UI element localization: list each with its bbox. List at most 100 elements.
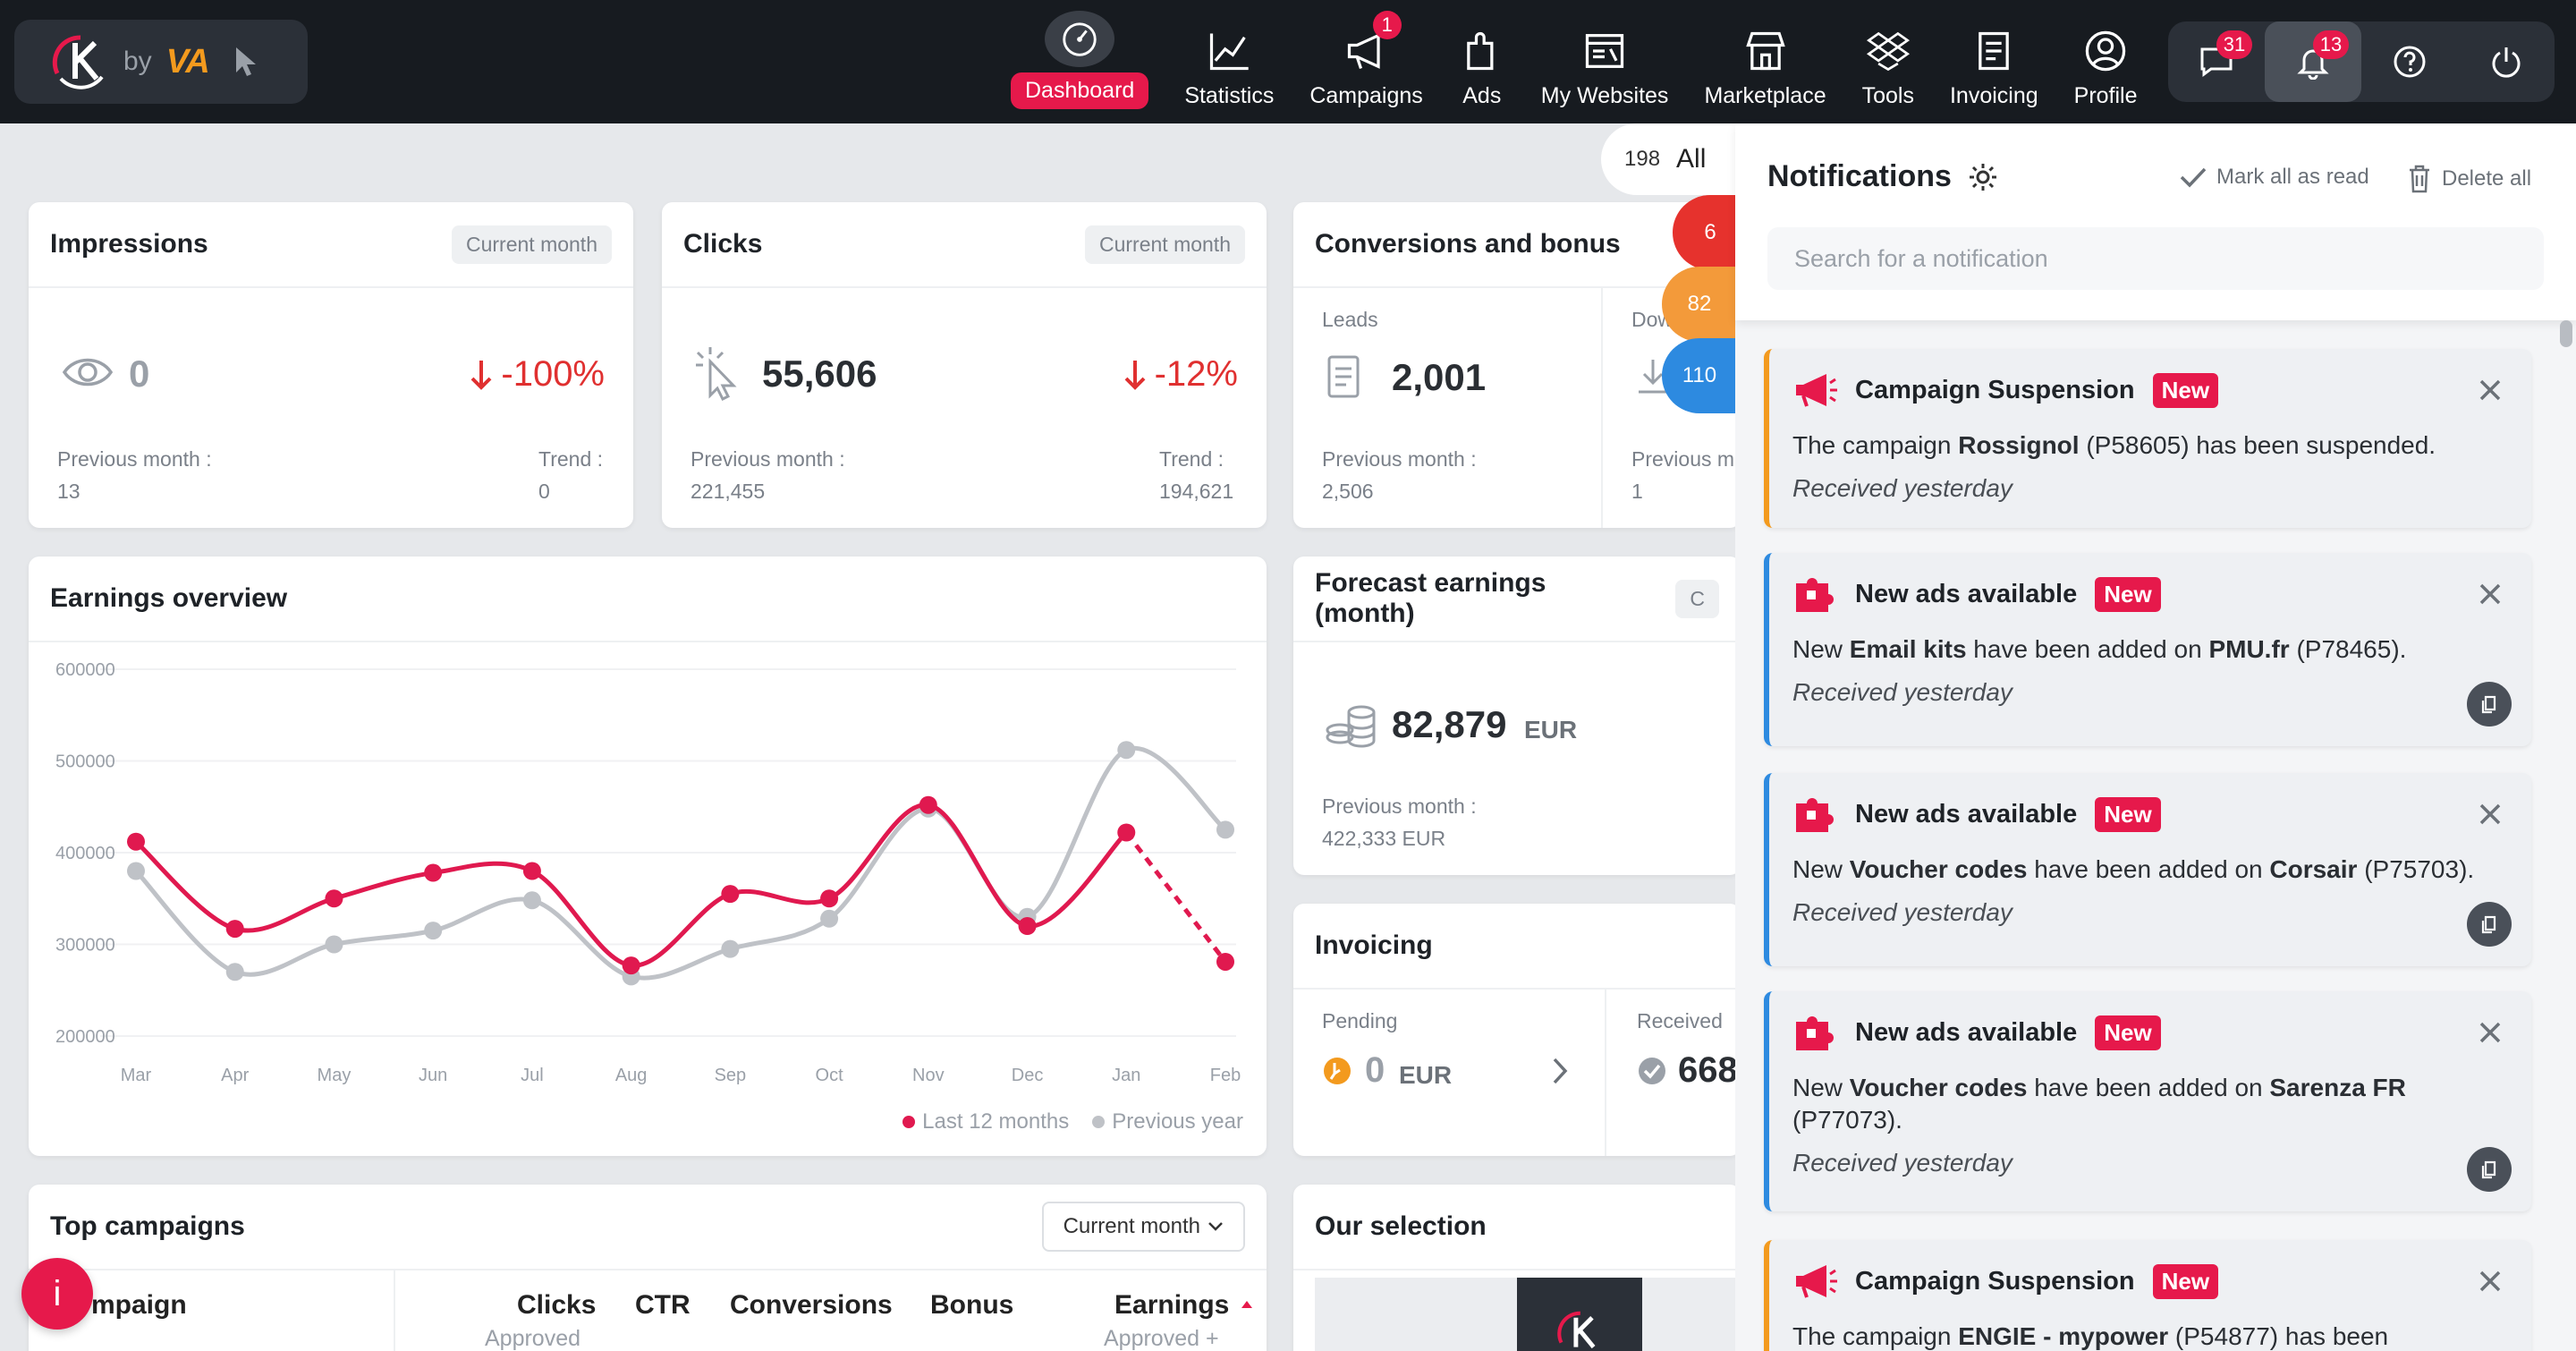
data-point[interactable]	[127, 862, 145, 880]
notification-item[interactable]: Campaign Suspension New The campaign ENGIE…	[1764, 1240, 2531, 1351]
col-conversions[interactable]: Conversions	[730, 1290, 893, 1320]
period-dropdown[interactable]: Current month	[1041, 1202, 1245, 1252]
notification-search-input[interactable]: Search for a notification	[1767, 227, 2544, 290]
info-fab-button[interactable]: i	[21, 1258, 93, 1330]
card-title: Invoicing	[1315, 930, 1433, 960]
x-tick-label: Nov	[912, 1066, 945, 1085]
new-badge: New	[2095, 1015, 2161, 1050]
data-point[interactable]	[225, 920, 244, 939]
notification-body: New Email kits have been added on PMU.fr…	[1792, 633, 2504, 666]
period-pill[interactable]: C	[1675, 579, 1719, 618]
nav-tools[interactable]: Tools	[1844, 11, 1932, 109]
gear-icon[interactable]	[1968, 162, 1998, 192]
k-logo-icon	[1557, 1311, 1596, 1349]
logout-button[interactable]	[2458, 21, 2555, 102]
notification-body: New Voucher codes have been added on Sar…	[1792, 1072, 2504, 1136]
copy-button[interactable]	[2467, 902, 2512, 947]
filter-bubble-blue[interactable]: 110	[1662, 338, 1737, 413]
impressions-card: Impressions Current month 0 -100% Previo…	[29, 202, 633, 528]
data-point[interactable]	[1216, 820, 1234, 839]
data-point[interactable]	[820, 889, 839, 908]
nav-marketplace[interactable]: Marketplace	[1686, 11, 1843, 109]
chevron-right-icon[interactable]	[1549, 1056, 1571, 1086]
notification-item[interactable]: Campaign Suspension New The campaign Rossi…	[1764, 349, 2531, 528]
data-point[interactable]	[721, 939, 740, 958]
data-point[interactable]	[127, 832, 145, 851]
col-bonus[interactable]: Bonus	[930, 1290, 1014, 1320]
puzzle-icon	[1796, 1016, 1834, 1050]
col-earnings[interactable]: Earnings	[1114, 1290, 1230, 1320]
chart-legend: Last 12 months Previous year	[902, 1109, 1243, 1134]
notification-filter-all[interactable]: 198 All	[1601, 123, 1744, 195]
scrollbar-thumb[interactable]	[2560, 320, 2572, 347]
notification-title: Campaign Suspension	[1855, 1266, 2135, 1296]
close-icon[interactable]	[2478, 378, 2503, 403]
mark-all-read-button[interactable]: Mark all as read	[2179, 165, 2369, 190]
data-point[interactable]	[522, 891, 541, 910]
filter-bubble-orange[interactable]: 82	[1662, 267, 1737, 342]
help-icon	[2394, 46, 2426, 78]
notification-item[interactable]: New ads available New New Voucher codes ha…	[1764, 991, 2531, 1211]
notifications-button[interactable]: 13	[2265, 21, 2361, 102]
brand-logo[interactable]: by VA	[14, 20, 308, 104]
data-point[interactable]	[1117, 741, 1136, 760]
data-point[interactable]	[225, 963, 244, 981]
click-cursor-icon	[696, 347, 737, 401]
nav-label: Marketplace	[1704, 83, 1826, 108]
selection-image[interactable]	[1315, 1278, 1735, 1351]
notification-highlight: Corsair	[2269, 855, 2358, 883]
data-point[interactable]	[325, 935, 343, 954]
data-point[interactable]	[424, 863, 443, 882]
nav-statistics[interactable]: Statistics	[1166, 11, 1292, 109]
close-icon[interactable]	[2478, 582, 2503, 607]
forecast-card: Forecast earnings (month) C 82,879 EUR P…	[1293, 557, 1741, 875]
notification-text: New	[1792, 1074, 1850, 1101]
prev-value: 221,455	[691, 480, 766, 503]
legend-last-12[interactable]: Last 12 months	[922, 1109, 1070, 1134]
close-icon[interactable]	[2478, 802, 2503, 827]
data-point[interactable]	[325, 889, 343, 908]
coins-icon	[1326, 705, 1376, 748]
legend-previous-year[interactable]: Previous year	[1112, 1109, 1243, 1134]
notification-highlight: Sarenza FR	[2269, 1074, 2406, 1101]
prev-label: Previous month :	[1322, 447, 1477, 471]
nav-dashboard[interactable]: Dashboard	[993, 11, 1166, 109]
conversions-card: Conversions and bonus Leads 2,001 Previo…	[1293, 202, 1741, 528]
data-point[interactable]	[919, 795, 937, 814]
data-point[interactable]	[820, 909, 839, 928]
col-clicks[interactable]: Clicks	[517, 1290, 597, 1320]
messages-button[interactable]: 31	[2168, 21, 2265, 102]
puzzle-icon	[1796, 578, 1834, 612]
notification-item[interactable]: New ads available New New Email kits have …	[1764, 553, 2531, 746]
data-point[interactable]	[1117, 823, 1136, 842]
notification-highlight: Voucher codes	[1849, 855, 2028, 883]
puzzle-icon	[1796, 798, 1834, 832]
data-point[interactable]	[1216, 952, 1234, 971]
sort-up-icon	[1241, 1301, 1252, 1308]
notification-item[interactable]: New ads available New New Voucher codes ha…	[1764, 773, 2531, 966]
close-icon[interactable]	[2478, 1020, 2503, 1045]
period-pill[interactable]: Current month	[1084, 225, 1245, 264]
help-button[interactable]	[2361, 21, 2458, 102]
data-point[interactable]	[622, 956, 640, 975]
data-point[interactable]	[424, 922, 443, 940]
delete-all-button[interactable]: Delete all	[2408, 165, 2531, 193]
pending-currency: EUR	[1399, 1061, 1453, 1089]
data-point[interactable]	[522, 862, 541, 880]
nav-invoicing[interactable]: Invoicing	[1932, 11, 2056, 109]
trend-label: Trend :	[1159, 447, 1224, 471]
close-icon[interactable]	[2478, 1269, 2503, 1294]
nav-my-websites[interactable]: My Websites	[1523, 11, 1687, 109]
copy-button[interactable]	[2467, 682, 2512, 726]
period-pill[interactable]: Current month	[451, 225, 612, 264]
nav-profile[interactable]: Profile	[2056, 11, 2156, 109]
nav-campaigns[interactable]: Campaigns 1	[1292, 11, 1440, 109]
col-campaign[interactable]: mpaign	[91, 1290, 187, 1320]
col-ctr[interactable]: CTR	[635, 1290, 691, 1320]
notification-received: Received yesterday	[1792, 474, 2012, 502]
data-point[interactable]	[721, 885, 740, 904]
nav-ads[interactable]: Ads	[1441, 11, 1523, 109]
chevron-down-icon	[1208, 1222, 1223, 1231]
copy-button[interactable]	[2467, 1147, 2512, 1192]
data-point[interactable]	[1018, 917, 1037, 935]
